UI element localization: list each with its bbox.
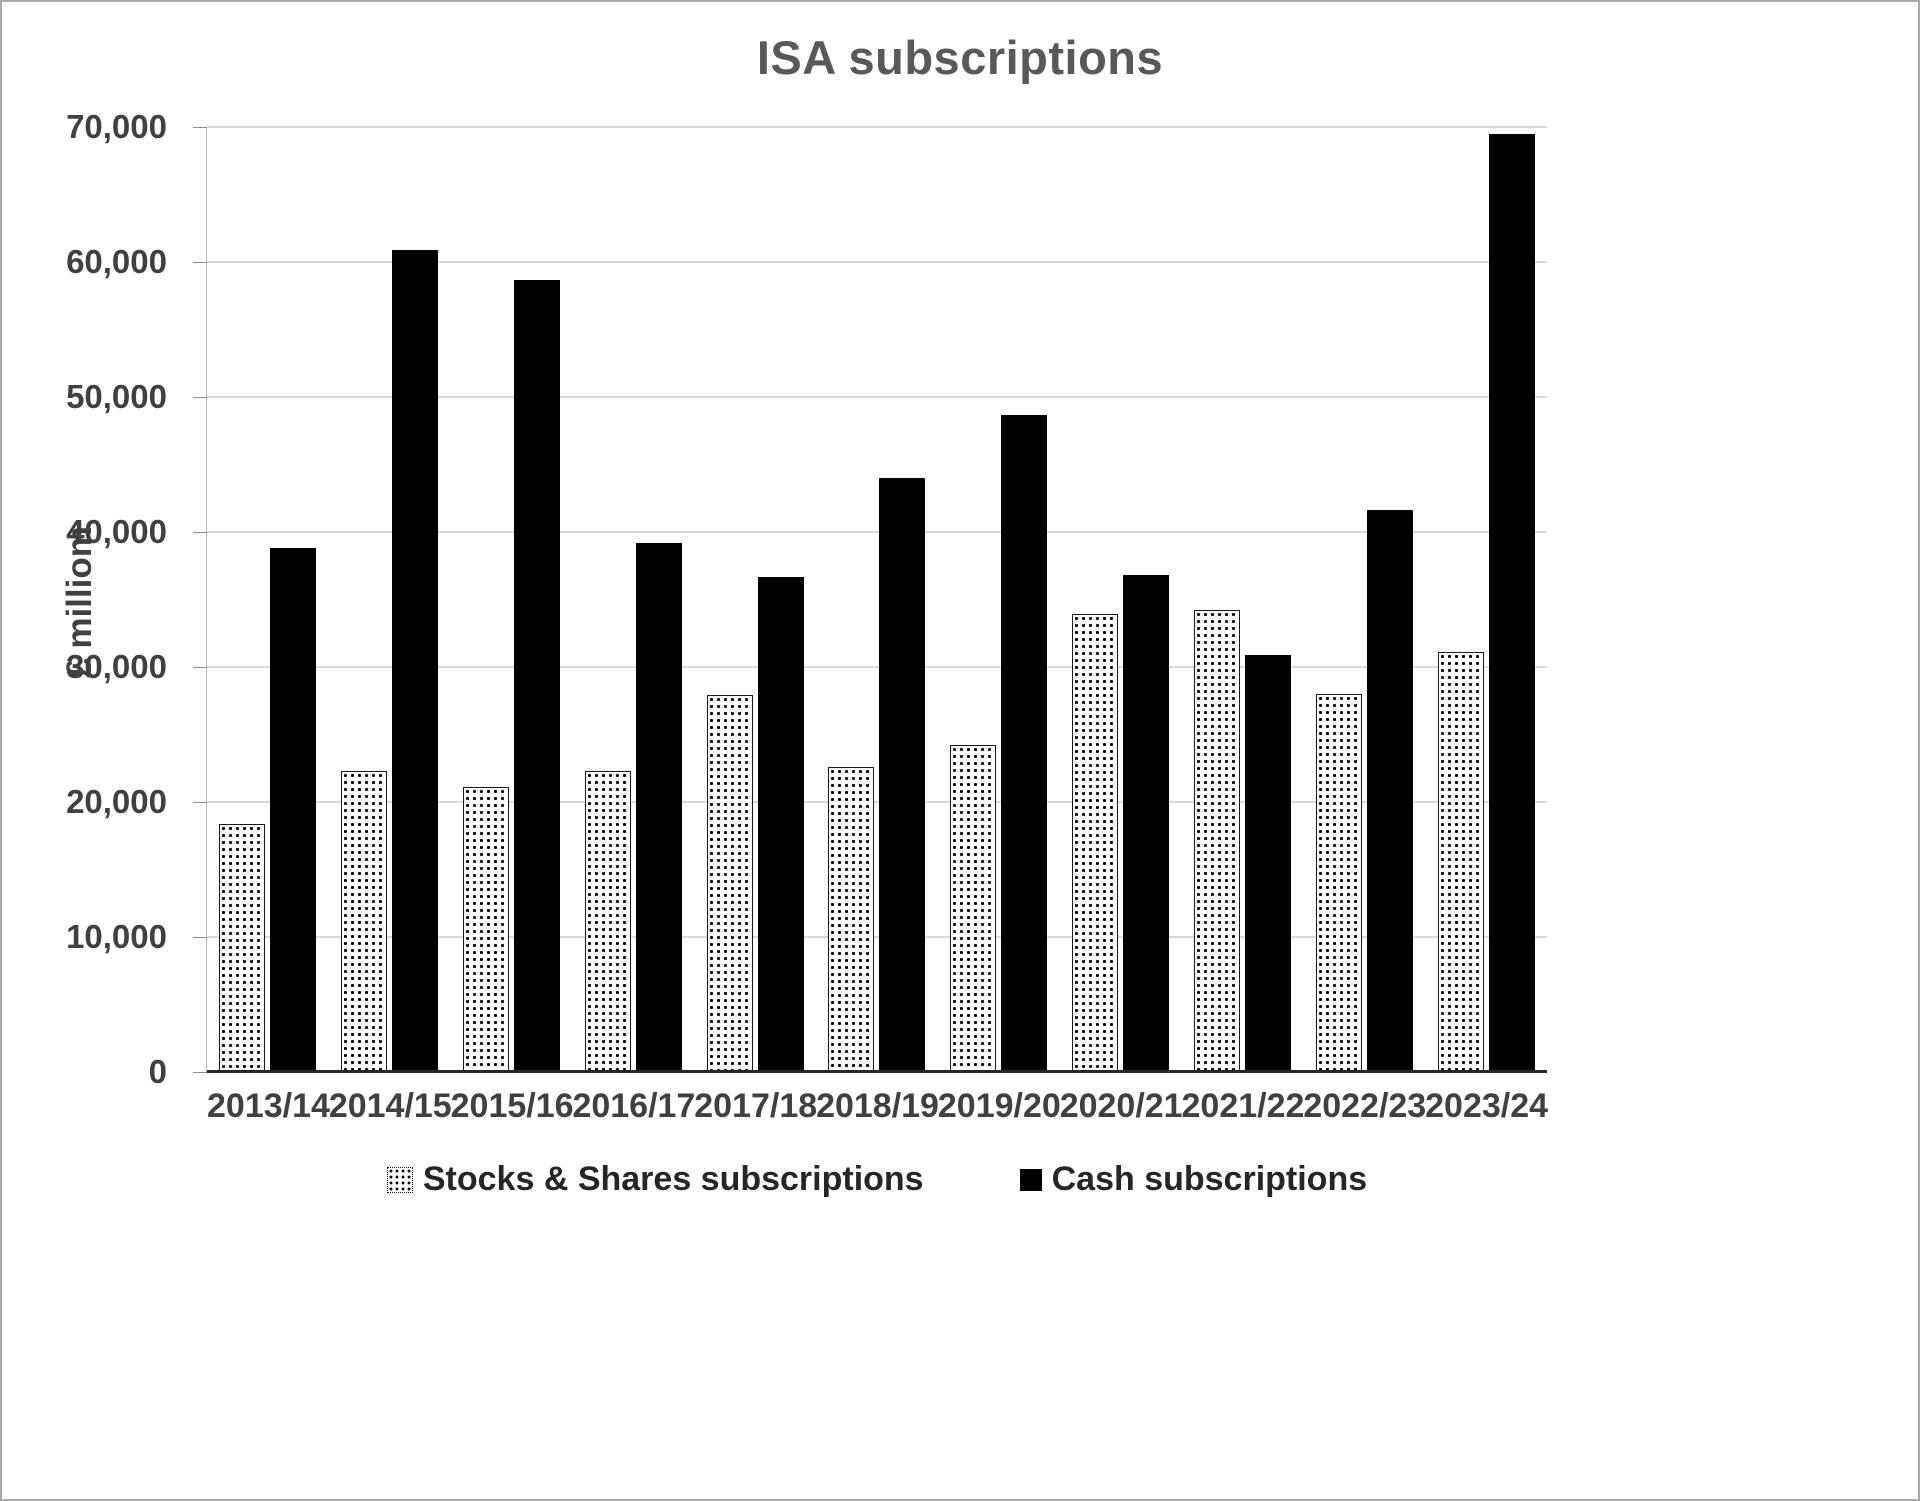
cash-bar	[1488, 133, 1535, 1072]
y-tick-mark	[193, 802, 207, 804]
y-tick-mark	[193, 397, 207, 398]
cash-bar	[514, 279, 561, 1072]
stocks-bar	[219, 823, 266, 1072]
stocks-bar	[950, 745, 997, 1072]
y-tick-label: 70,000	[66, 108, 167, 145]
gridline	[207, 396, 1547, 398]
stocks-bar	[463, 787, 510, 1072]
y-tick-mark	[193, 1072, 207, 1073]
y-tick-mark	[193, 262, 207, 263]
x-axis-label: 2023/24	[1425, 1087, 1549, 1125]
y-tick-mark	[193, 937, 207, 939]
cash-swatch-icon	[1019, 1168, 1042, 1191]
gridline	[207, 936, 1547, 939]
legend-item: Cash subscriptions	[1019, 1160, 1368, 1199]
y-axis-ticks: 0 10,000 20,000 30,000 40,000 50,000 60,000 70,…	[2, 108, 185, 1090]
y-tick-mark	[193, 667, 207, 668]
x-axis-label: 2017/18	[694, 1087, 818, 1125]
y-tick-label: 30,000	[66, 648, 167, 685]
legend-item: Stocks & Shares subscriptions	[386, 1160, 924, 1199]
cash-bar	[270, 548, 317, 1072]
bar-group	[1060, 127, 1182, 1072]
x-axis-label: 2022/23	[1303, 1087, 1427, 1125]
bar-group	[816, 127, 938, 1072]
stocks-bar	[1072, 614, 1119, 1072]
x-axis-label: 2013/14	[207, 1087, 330, 1125]
x-axis-label: 2020/21	[1059, 1087, 1183, 1125]
stocks-bar	[706, 695, 753, 1072]
y-tick-label: 10,000	[66, 918, 167, 956]
x-axis-label: 2019/20	[937, 1087, 1061, 1125]
cash-bar	[1001, 414, 1048, 1072]
y-tick-label: 20,000	[66, 783, 167, 821]
x-axis-line	[207, 1070, 1547, 1073]
legend: Stocks & Shares subscriptions Cash subscr…	[207, 1160, 1547, 1199]
y-tick-label: 50,000	[66, 378, 167, 415]
gridline	[207, 666, 1547, 668]
cash-bar	[1366, 510, 1413, 1072]
bar-group	[1182, 127, 1304, 1072]
bar-group	[938, 127, 1060, 1072]
y-tick-label: 0	[148, 1053, 167, 1090]
bar-group	[572, 127, 694, 1072]
x-axis-label: 2021/22	[1181, 1087, 1305, 1125]
gridline	[207, 531, 1547, 534]
y-tick-label: 40,000	[66, 513, 167, 551]
legend-label: Stocks & Shares subscriptions	[422, 1160, 924, 1198]
y-tick-mark	[193, 532, 207, 534]
cash-bar	[1123, 575, 1170, 1072]
stocks-bar	[1437, 652, 1484, 1072]
gridline	[207, 261, 1547, 263]
x-axis-label: 2015/16	[450, 1087, 574, 1125]
x-axis-label: 2016/17	[572, 1087, 696, 1125]
cash-bar	[1244, 654, 1291, 1072]
stocks-bar	[341, 770, 388, 1072]
chart-title: ISA subscriptions	[756, 31, 1164, 84]
bar-group	[1425, 127, 1547, 1072]
bar-group	[694, 127, 816, 1072]
y-tick-label: 60,000	[66, 243, 167, 280]
cash-bar	[757, 576, 804, 1072]
x-axis-label: 2014/15	[328, 1087, 452, 1125]
stocks-bar	[1315, 694, 1362, 1072]
x-axis-label: 2018/19	[816, 1087, 939, 1125]
cash-bar	[392, 249, 439, 1072]
legend-label: Cash subscriptions	[1051, 1160, 1368, 1198]
gridline	[207, 801, 1547, 804]
stocks-bar	[828, 766, 875, 1072]
bar-group	[329, 127, 451, 1072]
cash-bar	[879, 478, 926, 1072]
gridline	[207, 126, 1547, 128]
bar-group	[207, 127, 329, 1072]
stocks-bar	[1193, 610, 1240, 1072]
stocks-bar	[584, 770, 631, 1072]
bar-group	[451, 127, 573, 1072]
stocks-swatch-icon	[386, 1166, 413, 1193]
bar-groups	[207, 127, 1547, 1072]
plot-area	[193, 126, 1547, 1073]
bar-group	[1303, 127, 1425, 1072]
y-axis-line	[206, 127, 207, 1072]
x-axis-labels: 2013/14 2014/15 2015/16 2016/17 2017/18 2018/…	[207, 1087, 1549, 1126]
cash-bar	[635, 542, 682, 1072]
y-tick-mark	[193, 127, 207, 128]
